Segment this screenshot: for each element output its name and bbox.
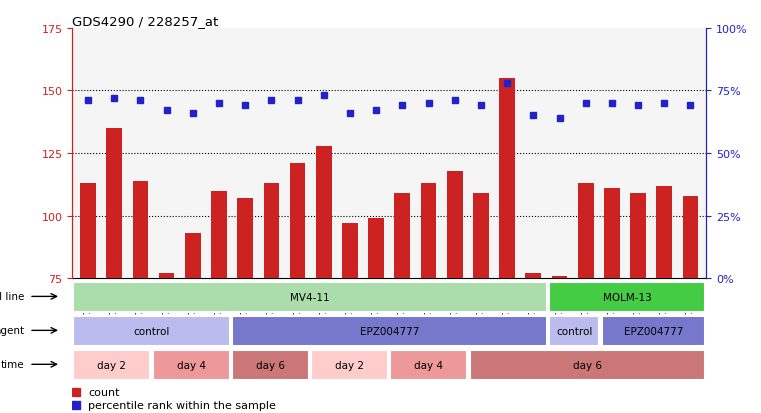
Bar <box>578 183 594 278</box>
FancyBboxPatch shape <box>311 350 388 380</box>
Text: day 2: day 2 <box>97 360 126 370</box>
Bar <box>290 164 305 278</box>
Bar <box>263 183 279 278</box>
FancyBboxPatch shape <box>470 350 705 380</box>
Text: MV4-11: MV4-11 <box>290 292 330 302</box>
Bar <box>342 223 358 278</box>
Bar <box>237 199 253 278</box>
Text: agent: agent <box>0 325 24 335</box>
Bar <box>368 218 384 278</box>
Text: day 4: day 4 <box>415 360 444 370</box>
FancyBboxPatch shape <box>390 350 467 380</box>
FancyBboxPatch shape <box>73 350 151 380</box>
Bar <box>525 273 541 278</box>
Text: day 2: day 2 <box>335 360 364 370</box>
Bar <box>185 233 201 278</box>
Bar <box>421 183 436 278</box>
Text: day 6: day 6 <box>573 360 602 370</box>
Bar <box>394 194 410 278</box>
Text: day 4: day 4 <box>177 360 205 370</box>
Text: control: control <box>556 326 592 336</box>
Text: day 6: day 6 <box>256 360 285 370</box>
Bar <box>316 146 332 278</box>
Text: GDS4290 / 228257_at: GDS4290 / 228257_at <box>72 15 218 28</box>
FancyBboxPatch shape <box>73 282 546 312</box>
Bar <box>159 273 174 278</box>
Bar <box>132 181 148 278</box>
FancyBboxPatch shape <box>549 282 705 312</box>
Bar <box>552 276 568 278</box>
Bar <box>107 129 122 278</box>
Text: control: control <box>133 326 170 336</box>
Text: count: count <box>88 387 119 396</box>
Bar <box>604 189 619 278</box>
Bar <box>630 194 646 278</box>
FancyBboxPatch shape <box>602 316 705 346</box>
Bar <box>473 194 489 278</box>
Text: MOLM-13: MOLM-13 <box>603 292 651 302</box>
Text: percentile rank within the sample: percentile rank within the sample <box>88 400 276 410</box>
Text: EPZ004777: EPZ004777 <box>359 326 419 336</box>
FancyBboxPatch shape <box>549 316 600 346</box>
Text: time: time <box>1 359 24 369</box>
FancyBboxPatch shape <box>232 316 546 346</box>
FancyBboxPatch shape <box>153 350 230 380</box>
Text: EPZ004777: EPZ004777 <box>624 326 683 336</box>
Bar <box>657 186 672 278</box>
Bar <box>80 183 96 278</box>
FancyBboxPatch shape <box>73 316 230 346</box>
Bar <box>211 191 227 278</box>
Bar <box>447 171 463 278</box>
Bar <box>499 79 515 278</box>
FancyBboxPatch shape <box>232 350 309 380</box>
Bar <box>683 196 699 278</box>
Text: cell line: cell line <box>0 292 24 301</box>
